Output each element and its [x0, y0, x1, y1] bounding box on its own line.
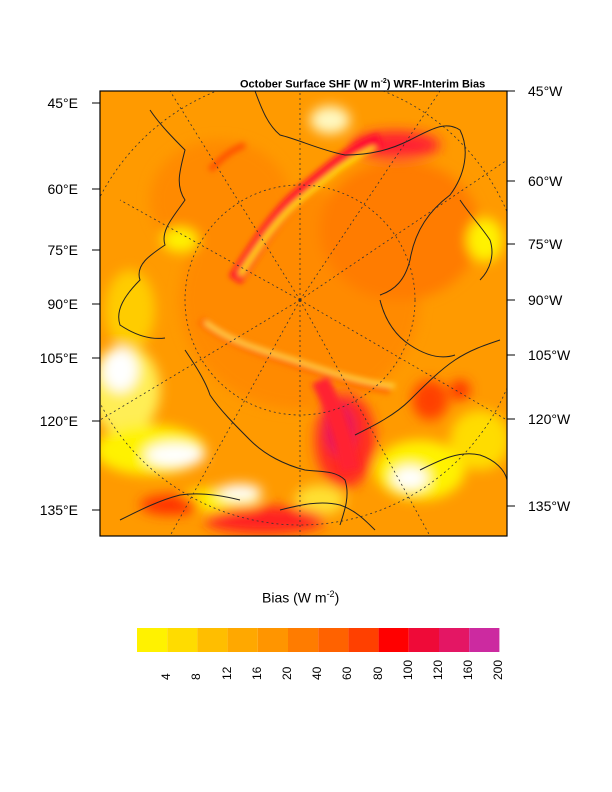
- colorbar-tick-label: 160: [461, 659, 476, 680]
- coastlines: [118, 91, 507, 531]
- lon-label-right: 105°W: [528, 347, 571, 363]
- map-title: October Surface SHF (W m-2) WRF-Interim …: [240, 78, 486, 91]
- colorbar-swatch: [439, 628, 470, 652]
- colorbar-swatch: [167, 628, 198, 652]
- colorbar-tick-label: 100: [400, 659, 415, 680]
- lon-label-right: 60°W: [528, 173, 563, 189]
- colorbar-swatch: [137, 628, 168, 652]
- lon-label-left: 135°E: [39, 502, 78, 518]
- colorbar-tick-label: 200: [491, 659, 506, 680]
- colorbar-tick-label: 40: [310, 666, 325, 680]
- colorbar-swatch: [227, 628, 258, 652]
- lon-label-right: 135°W: [528, 498, 571, 514]
- lon-label-right: 45°W: [528, 83, 563, 99]
- colorbar-swatch: [288, 628, 319, 652]
- lon-label-left: 120°E: [39, 413, 78, 429]
- map-frame: [99, 90, 508, 537]
- colorbar-swatch: [469, 628, 500, 652]
- colorbar-swatch: [348, 628, 379, 652]
- colorbar-title: Bias (W m-2): [262, 589, 340, 606]
- colorbar-tick-label: 4: [159, 673, 174, 680]
- axis-ticks: [92, 90, 515, 511]
- lon-label-left: 90°E: [47, 296, 78, 312]
- bias-field: [100, 91, 507, 536]
- colorbar-swatch: [257, 628, 288, 652]
- colorbar-tick-label: 16: [249, 666, 264, 680]
- colorbar-tick-label: 8: [189, 673, 204, 680]
- colorbar-tick-label: 80: [370, 666, 385, 680]
- lon-label-right: 75°W: [528, 236, 563, 252]
- colorbar-tick-label: 20: [280, 666, 294, 680]
- lon-label-left: 75°E: [47, 242, 78, 258]
- colorbar-tick-label: 12: [219, 666, 234, 680]
- colorbar: [137, 628, 500, 652]
- colorbar-swatch: [408, 628, 439, 652]
- lon-label-left: 60°E: [47, 181, 78, 197]
- lon-label-left: 45°E: [47, 95, 78, 111]
- graticule: [100, 91, 507, 536]
- colorbar-swatch: [318, 628, 349, 652]
- colorbar-swatch: [378, 628, 409, 652]
- lon-label-left: 105°E: [39, 350, 78, 366]
- colorbar-swatch: [197, 628, 228, 652]
- colorbar-tick-label: 120: [431, 659, 445, 680]
- colorbar-tick-label: 60: [340, 666, 355, 680]
- lon-label-right: 120°W: [528, 411, 571, 427]
- lon-label-right: 90°W: [528, 292, 563, 308]
